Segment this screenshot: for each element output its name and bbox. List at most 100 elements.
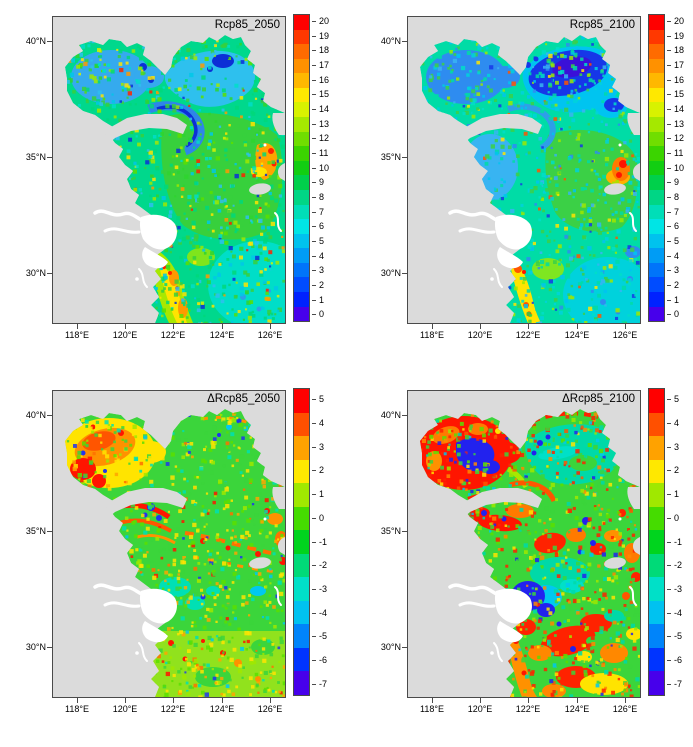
colorbar-tick: -3 <box>312 584 327 595</box>
colorbar-tick-label: 15 <box>674 89 685 100</box>
colorbar-tick-mark <box>667 517 671 519</box>
colorbar-tick-label: 8 <box>674 191 680 202</box>
colorbar-tick: 3 <box>312 265 324 276</box>
colorbar-tick-mark <box>312 226 316 228</box>
colorbar-tick: 10 <box>667 163 684 174</box>
colorbar-tick-label: -5 <box>674 631 683 642</box>
lon-tick <box>77 324 78 329</box>
colorbar-tick-label: -7 <box>674 678 683 689</box>
colorbar-tick-mark <box>312 588 316 590</box>
colorbar-tick: 2 <box>667 465 679 476</box>
lat-label-30n: 30°N <box>25 268 46 278</box>
colorbar-tick: 2 <box>667 280 679 291</box>
colorbar-tick-label: 2 <box>319 465 325 476</box>
lon-label-126e: 126°E <box>257 704 283 714</box>
colorbar-segment <box>294 117 309 132</box>
colorbar-tick-label: 18 <box>319 45 330 56</box>
colorbar-tick-label: -2 <box>319 560 328 571</box>
colorbar-tick-label: -4 <box>319 607 328 618</box>
colorbar-tick-label: 2 <box>674 465 680 476</box>
colorbar-tick-label: 3 <box>319 265 325 276</box>
colorbar-tick-label: -6 <box>674 654 683 665</box>
colorbar-tick: 14 <box>667 104 684 115</box>
lat-tick <box>402 647 407 648</box>
colorbar-tick-mark <box>667 446 671 448</box>
colorbar-tick-mark <box>667 167 671 169</box>
colorbar-tick-mark <box>312 240 316 242</box>
colorbar-segment <box>649 58 664 74</box>
panel-title: Rcp85_2050 <box>214 19 280 31</box>
colorbar-tick-label: 19 <box>319 30 330 41</box>
colorbar-tick-mark <box>312 167 316 169</box>
colorbar-segment <box>294 262 309 278</box>
colorbar-tick-label: 3 <box>674 265 680 276</box>
colorbar-tick-label: 5 <box>319 235 325 246</box>
lon-tick <box>432 698 433 703</box>
colorbar-tick-label: 7 <box>319 206 325 217</box>
lat-tick <box>47 415 52 416</box>
colorbar-tick-mark <box>667 399 671 401</box>
lon-tick <box>125 324 126 329</box>
colorbar-tick-label: -3 <box>319 583 328 594</box>
colorbar-segment <box>649 412 664 437</box>
colorbar-tick: 15 <box>667 89 684 100</box>
lon-label-124e: 124°E <box>564 330 590 340</box>
colorbar-tick: 4 <box>312 251 324 262</box>
colorbar-segment <box>294 233 309 249</box>
colorbar-tick-label: 17 <box>319 59 330 70</box>
colorbar-segment <box>294 44 309 59</box>
colorbar-tick-label: 1 <box>674 489 680 500</box>
colorbar-tick: 3 <box>667 442 679 453</box>
colorbar-tick: 9 <box>667 177 679 188</box>
colorbar-tick-mark <box>312 123 316 125</box>
colorbar-tick-mark <box>667 35 671 37</box>
lon-label-126e: 126°E <box>612 330 638 340</box>
colorbar-segment <box>649 233 664 249</box>
colorbar-tick-mark <box>312 50 316 52</box>
colorbar-tick: 4 <box>667 418 679 429</box>
lon-label-120e: 120°E <box>112 704 138 714</box>
lon-label-120e: 120°E <box>112 330 138 340</box>
colorbar-segment <box>294 553 309 578</box>
colorbar-segment <box>649 29 664 45</box>
map-rcp85-2100 <box>408 17 640 323</box>
lon-label-126e: 126°E <box>257 330 283 340</box>
lat-tick <box>47 273 52 274</box>
colorbar-tick-mark <box>667 226 671 228</box>
colorbar-tick: 1 <box>667 295 679 306</box>
colorbar-tick-mark <box>667 20 671 22</box>
colorbar-tick: 12 <box>312 133 329 144</box>
colorbar-tick-label: 13 <box>319 118 330 129</box>
colorbar-tick-label: -1 <box>319 536 328 547</box>
colorbar-segment <box>649 160 664 176</box>
colorbar-tick: 14 <box>312 104 329 115</box>
colorbar-tick-mark <box>667 240 671 242</box>
colorbar-tick-label: 2 <box>674 279 680 290</box>
colorbar-tick: 20 <box>312 16 329 27</box>
colorbar-tick-mark <box>667 211 671 213</box>
lat-label-35n: 35°N <box>380 526 401 536</box>
panel-rcp85-2100: Rcp85_2100 40°N 35°N 30°N 118°E 120°E 12… <box>355 0 693 373</box>
colorbar-segment <box>294 459 309 484</box>
colorbar-tick: 7 <box>667 207 679 218</box>
colorbar-tick-mark <box>667 270 671 272</box>
lon-tick <box>125 698 126 703</box>
colorbar-tick-mark <box>667 108 671 110</box>
map-delta-rcp85-2050 <box>53 391 285 697</box>
colorbar-segment <box>649 15 664 30</box>
lon-label-118e: 118°E <box>65 330 89 340</box>
colorbar-delta <box>293 388 310 696</box>
colorbar-tick-mark <box>667 636 671 638</box>
colorbar-tick-mark <box>667 182 671 184</box>
colorbar-tick: 9 <box>312 177 324 188</box>
colorbar-segment <box>649 175 664 190</box>
colorbar-segment <box>294 412 309 437</box>
lat-tick <box>47 41 52 42</box>
colorbar-tick-mark <box>312 79 316 81</box>
lat-tick <box>402 157 407 158</box>
colorbar-tick-mark <box>667 588 671 590</box>
lat-label-30n: 30°N <box>25 642 46 652</box>
colorbar-tick: -3 <box>667 584 682 595</box>
colorbar-segment <box>649 131 664 147</box>
colorbar-tick-mark <box>312 683 316 685</box>
